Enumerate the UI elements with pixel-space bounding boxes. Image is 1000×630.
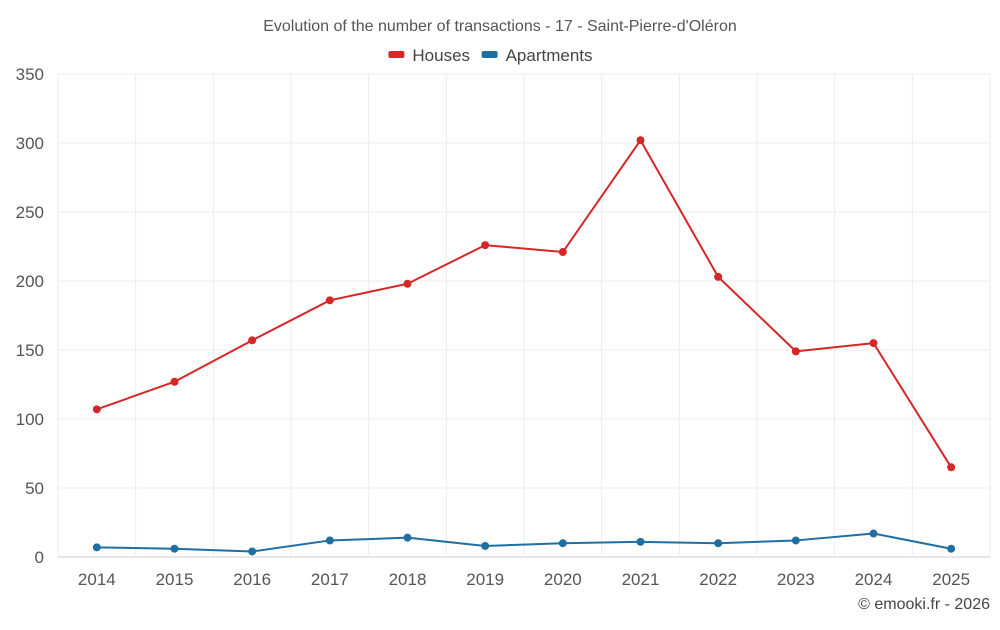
series-layer (92, 136, 956, 556)
credit-text: © emooki.fr - 2026 (858, 596, 990, 613)
data-point-houses[interactable] (170, 377, 179, 386)
data-point-apartments[interactable] (791, 536, 800, 545)
data-point-houses[interactable] (714, 272, 723, 281)
data-point-apartments[interactable] (869, 529, 878, 538)
y-tick-label: 300 (16, 134, 44, 153)
data-point-apartments[interactable] (325, 536, 334, 545)
y-tick-label: 150 (16, 341, 44, 360)
grid (57, 73, 991, 558)
data-point-apartments[interactable] (947, 544, 956, 553)
data-point-apartments[interactable] (558, 539, 567, 548)
data-point-houses[interactable] (869, 339, 878, 348)
legend-item-apartments[interactable]: Apartments (481, 46, 593, 65)
data-point-houses[interactable] (636, 136, 645, 145)
data-point-apartments[interactable] (714, 539, 723, 548)
legend-swatch (481, 51, 498, 58)
x-tick-label: 2019 (466, 570, 504, 589)
x-tick-label: 2023 (777, 570, 815, 589)
data-point-houses[interactable] (558, 248, 567, 257)
x-tick-label: 2014 (78, 570, 116, 589)
data-point-apartments[interactable] (92, 543, 101, 552)
x-tick-label: 2024 (855, 570, 893, 589)
y-tick-label: 100 (16, 410, 44, 429)
chart-title: Evolution of the number of transactions … (263, 18, 737, 35)
data-point-apartments[interactable] (403, 533, 412, 542)
legend-label: Apartments (506, 46, 593, 65)
data-point-houses[interactable] (947, 463, 956, 472)
series-line-houses (96, 139, 953, 468)
data-point-apartments[interactable] (636, 537, 645, 546)
y-tick-label: 250 (16, 203, 44, 222)
data-point-houses[interactable] (325, 296, 334, 305)
data-point-apartments[interactable] (170, 544, 179, 553)
legend-label: Houses (412, 46, 470, 65)
y-tick-label: 0 (35, 548, 44, 567)
legend-item-houses[interactable]: Houses (388, 46, 470, 65)
x-tick-label: 2018 (389, 570, 427, 589)
x-axis: 2014 2015 2016 2017 2018 2019 2020 2021 2022 2023… (78, 570, 970, 589)
x-tick-label: 2020 (544, 570, 582, 589)
data-point-houses[interactable] (791, 347, 800, 356)
y-tick-label: 350 (16, 65, 44, 84)
data-point-apartments[interactable] (248, 547, 257, 556)
x-tick-label: 2025 (932, 570, 970, 589)
legend: Houses Apartments (388, 46, 593, 65)
series-line-apartments (96, 532, 952, 553)
x-tick-label: 2022 (699, 570, 737, 589)
x-tick-label: 2015 (156, 570, 194, 589)
data-point-houses[interactable] (92, 405, 101, 414)
y-axis: 0 50 100 150 200 250 300 350 (16, 65, 44, 567)
x-tick-label: 2021 (622, 570, 660, 589)
x-tick-label: 2016 (233, 570, 271, 589)
x-tick-label: 2017 (311, 570, 349, 589)
legend-swatch (388, 51, 405, 58)
y-tick-label: 200 (16, 272, 44, 291)
data-point-apartments[interactable] (481, 541, 490, 550)
data-point-houses[interactable] (403, 279, 412, 288)
data-point-houses[interactable] (248, 336, 257, 345)
data-point-houses[interactable] (481, 241, 490, 250)
y-tick-label: 50 (25, 479, 44, 498)
